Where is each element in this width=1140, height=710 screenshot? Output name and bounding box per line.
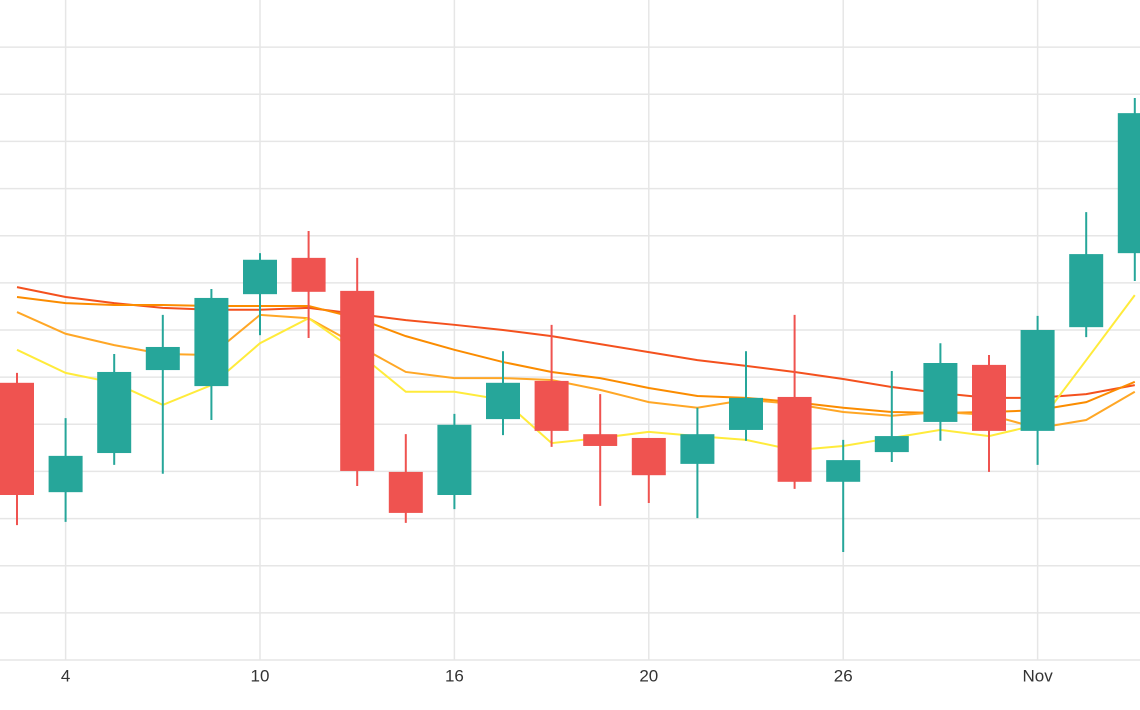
candle-body [388, 471, 423, 513]
candle-body [340, 290, 375, 471]
candle-body [1069, 254, 1104, 328]
candle-body [1117, 113, 1140, 254]
candle-body [437, 424, 472, 495]
candle-body [48, 455, 83, 493]
candle-body [631, 437, 666, 476]
x-tick-label: Nov [1022, 666, 1053, 685]
x-tick-label: 10 [251, 666, 270, 685]
x-tick-label: 16 [445, 666, 464, 685]
candle-body [194, 297, 229, 387]
candle-body [680, 434, 715, 464]
moving-average-line [16, 286, 1135, 399]
candle-body [486, 382, 520, 420]
x-tick-label: 20 [639, 666, 658, 685]
candle-body [97, 371, 132, 454]
candle-body [972, 364, 1006, 431]
candle-body [534, 380, 569, 431]
candle-body [291, 257, 326, 292]
candle-body [874, 436, 909, 453]
candle-body [0, 382, 34, 495]
candle-body [826, 460, 861, 482]
candle-body [729, 397, 763, 430]
moving-average-line [16, 294, 1136, 452]
candle-body [777, 396, 812, 482]
candle-body [1020, 330, 1055, 431]
candle-body [583, 434, 618, 446]
candle-body [923, 363, 958, 422]
x-tick-label: 26 [834, 666, 853, 685]
x-tick-label: 4 [61, 666, 70, 685]
candle-body [145, 346, 180, 371]
candle-body [243, 259, 277, 295]
